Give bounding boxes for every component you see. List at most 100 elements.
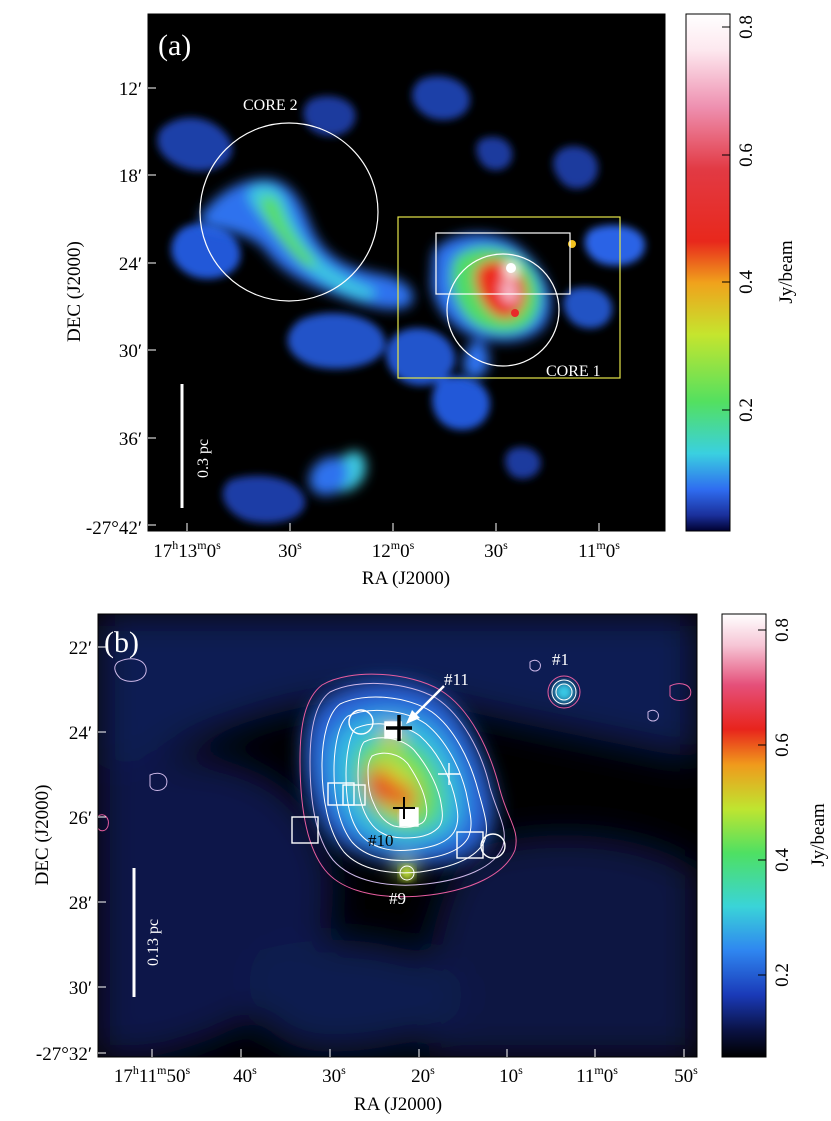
contour-source-1-inner [551, 679, 577, 705]
panel-a-ytick: 36′ [119, 429, 142, 450]
panel-b-cbar-tick: 0.4 [772, 848, 793, 872]
panel-a-label: (a) [158, 29, 191, 62]
panel-a-ticks [148, 87, 600, 531]
contour-6 [357, 737, 443, 839]
panel-b-ytick: 22′ [69, 638, 92, 659]
panel-b: #1 #11 #10 #9 0.13 pc (b) 22′ 24′ 26′ 28… [32, 613, 829, 1115]
core2-circle [199, 122, 379, 302]
contour-left-edge [97, 814, 109, 832]
contour-right-1 [669, 683, 692, 701]
panel-b-ytick: -27°32′ [36, 1044, 92, 1065]
zoom-box-white [435, 232, 571, 295]
source-label-1: #1 [552, 650, 569, 669]
marker-square [342, 784, 366, 806]
contour-4 [333, 709, 472, 861]
panel-a-cbar-tick: 0.4 [736, 270, 757, 294]
panel-a-ytick: -27°42′ [86, 518, 142, 539]
source-11-arrow [406, 685, 445, 724]
panel-a-map-background [148, 14, 665, 531]
contour-source-1-core [555, 683, 573, 701]
source-label-9: #9 [389, 889, 406, 908]
panel-b-scalebar-label: 0.13 pc [145, 919, 162, 966]
panel-b-ticks [98, 646, 685, 1057]
marker-circle [480, 833, 506, 859]
panel-a-scalebar-label: 0.3 pc [195, 439, 212, 478]
panel-b-ytick: 28′ [69, 893, 92, 914]
source-label-10: #10 [368, 831, 394, 850]
panel-a-bright-peak-top [506, 263, 516, 273]
panel-a-xtick: 12m0s [372, 538, 415, 562]
contour-left-small [114, 658, 147, 682]
panel-a-emission-map [157, 76, 645, 524]
panel-a-xtick: 17h13m0s [153, 538, 221, 562]
panel-b-xtick: 50s [674, 1063, 698, 1087]
panel-b-xtick: 11m0s [576, 1063, 618, 1087]
panel-b-ytick: 26′ [69, 808, 92, 829]
core2-label: CORE 2 [243, 97, 298, 114]
panel-a-x-axis-label: RA (J2000) [362, 568, 450, 589]
contour-7 [367, 752, 428, 828]
panel-b-xtick: 20s [411, 1063, 435, 1087]
panel-a-ytick: 18′ [119, 166, 142, 187]
panel-b-crosses [386, 715, 460, 819]
panel-b-cbar-tick: 0.2 [772, 963, 793, 987]
panel-a-colorbar-label: Jy/beam [776, 240, 797, 304]
panel-b-cbar-tick: 0.6 [772, 733, 793, 757]
panel-a-x-tick-labels: 17h13m0s 30s 12m0s 30s 11m0s [153, 538, 620, 562]
panel-b-xtick: 10s [499, 1063, 523, 1087]
panel-a-ytick: 30′ [119, 341, 142, 362]
panel-b-colorbar-tick-labels: 0.8 0.6 0.4 0.2 [772, 618, 793, 987]
core1-label: CORE 1 [546, 363, 601, 380]
marker-circle [348, 709, 374, 735]
panel-b-ytick: 30′ [69, 978, 92, 999]
marker-square [291, 816, 319, 844]
panel-a-xtick: 11m0s [578, 538, 620, 562]
panel-a: CORE 2 CORE 1 0.3 pc (a) 12′ 18′ 24′ 30′… [64, 13, 797, 589]
panel-b-xtick: 30s [322, 1063, 346, 1087]
panel-a-xtick: 30s [484, 538, 508, 562]
panel-b-y-tick-labels: 22′ 24′ 26′ 28′ 30′ -27°32′ [36, 638, 92, 1065]
panel-b-xtick: 17h11m50s [114, 1063, 191, 1087]
contour-source-9 [399, 865, 415, 881]
panel-a-y-tick-labels: 12′ 18′ 24′ 30′ 36′ -27°42′ [86, 79, 142, 539]
panel-a-y-axis-label: DEC (J2000) [64, 241, 85, 342]
panel-a-colorbar [685, 13, 731, 532]
panel-b-x-axis-label: RA (J2000) [354, 1094, 442, 1115]
panel-b-frame [97, 613, 698, 1058]
marker-square [384, 721, 402, 739]
marker-square [399, 807, 419, 827]
contour-left-2 [149, 772, 168, 791]
source-1-blob [554, 682, 574, 702]
panel-b-label: (b) [104, 626, 139, 659]
panel-b-cbar-tick: 0.8 [772, 618, 793, 642]
panel-a-colorbar-tick-labels: 0.8 0.6 0.4 0.2 [736, 15, 757, 422]
marker-square [456, 831, 484, 859]
panel-a-frame [147, 13, 666, 532]
panel-b-x-tick-labels: 17h11m50s 40s 30s 20s 10s 11m0s 50s [114, 1063, 698, 1087]
panel-b-colorbar [721, 613, 767, 1058]
panel-a-ytick: 12′ [119, 79, 142, 100]
panel-a-compact-source [568, 240, 576, 248]
panel-a-cbar-tick: 0.2 [736, 398, 757, 422]
panel-a-ytick: 24′ [119, 254, 142, 275]
contour-right-2 [647, 709, 659, 722]
core1-circle [446, 253, 560, 367]
panel-b-colorbar-ticks [758, 629, 766, 976]
contour-top-small [529, 659, 541, 672]
panel-a-cbar-tick: 0.6 [736, 143, 757, 167]
panel-a-colorbar-ticks [722, 26, 730, 411]
zoom-box-yellow [397, 216, 621, 379]
contour-3 [321, 696, 487, 874]
panel-b-ytick: 24′ [69, 723, 92, 744]
panel-a-xtick: 30s [278, 538, 302, 562]
marker-square [327, 782, 355, 806]
panel-b-y-axis-label: DEC (J2000) [32, 785, 53, 886]
contour-2 [309, 683, 505, 886]
panel-a-cbar-tick: 0.8 [736, 15, 757, 39]
contour-source-1-outer [547, 675, 581, 709]
panel-a-bright-peak-bottom [511, 309, 519, 317]
panel-b-xtick: 40s [233, 1063, 257, 1087]
source-label-11: #11 [444, 670, 469, 689]
panel-b-colorbar-label: Jy/beam [808, 803, 829, 867]
